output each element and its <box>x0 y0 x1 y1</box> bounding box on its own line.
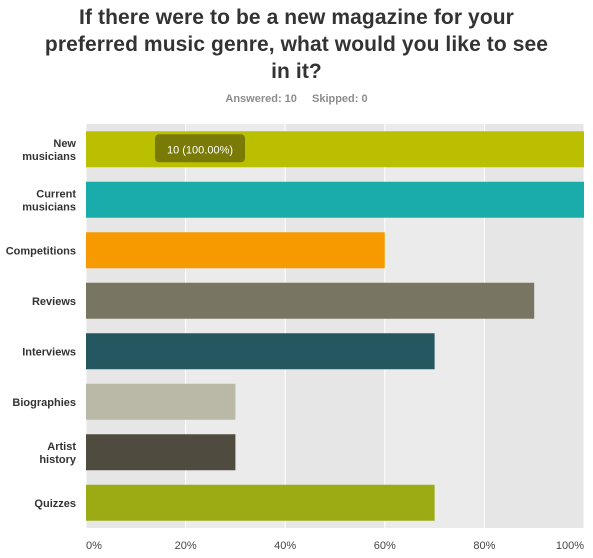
category-label: Reviews <box>32 296 76 308</box>
tooltip-text: 10 (100.00%) <box>167 144 233 156</box>
value-tooltip: 10 (100.00%) <box>155 134 245 163</box>
bar-current-musicians <box>86 181 584 218</box>
bar-competitions <box>86 232 385 269</box>
category-label-line: Current <box>36 188 76 200</box>
tooltip-box <box>155 134 245 163</box>
category-label: Interviews <box>22 346 76 358</box>
category-label-line: Competitions <box>6 245 76 257</box>
category-label: Current musicians <box>22 188 76 213</box>
x-tick-label: 40% <box>274 540 296 552</box>
category-label: Competitions <box>6 245 76 257</box>
bar-quizzes <box>86 484 435 521</box>
x-tick-label: 60% <box>374 540 396 552</box>
x-tick-label: 20% <box>175 540 197 552</box>
category-label-line: history <box>39 454 77 466</box>
category-label-line: Biographies <box>12 397 76 409</box>
category-label-line: New <box>53 138 76 150</box>
category-label: New musicians <box>22 138 76 163</box>
category-label-line: Interviews <box>22 346 76 358</box>
category-label-line: musicians <box>22 201 76 213</box>
category-label: Artist history <box>39 441 77 466</box>
category-label: Quizzes <box>34 498 76 510</box>
chart-title: If there were to be a new magazine for y… <box>44 6 549 83</box>
x-tick-label: 100% <box>556 540 584 552</box>
skipped-count: Skipped: 0 <box>311 93 368 105</box>
x-tick-label: 0% <box>86 540 102 552</box>
bar-artist-history <box>86 434 236 471</box>
x-tick-label: 80% <box>473 540 495 552</box>
category-label-line: Quizzes <box>34 498 76 510</box>
bar-reviews <box>86 282 535 319</box>
answered-count: Answered: 10 <box>225 93 297 105</box>
bar-biographies <box>86 383 236 420</box>
category-label-line: Reviews <box>32 296 76 308</box>
response-stats: Answered: 10 Skipped: 0 <box>0 93 593 105</box>
bar-interviews <box>86 333 435 370</box>
category-label-line: musicians <box>22 151 76 163</box>
category-label: Biographies <box>12 397 76 409</box>
category-label-line: Artist <box>47 441 76 453</box>
